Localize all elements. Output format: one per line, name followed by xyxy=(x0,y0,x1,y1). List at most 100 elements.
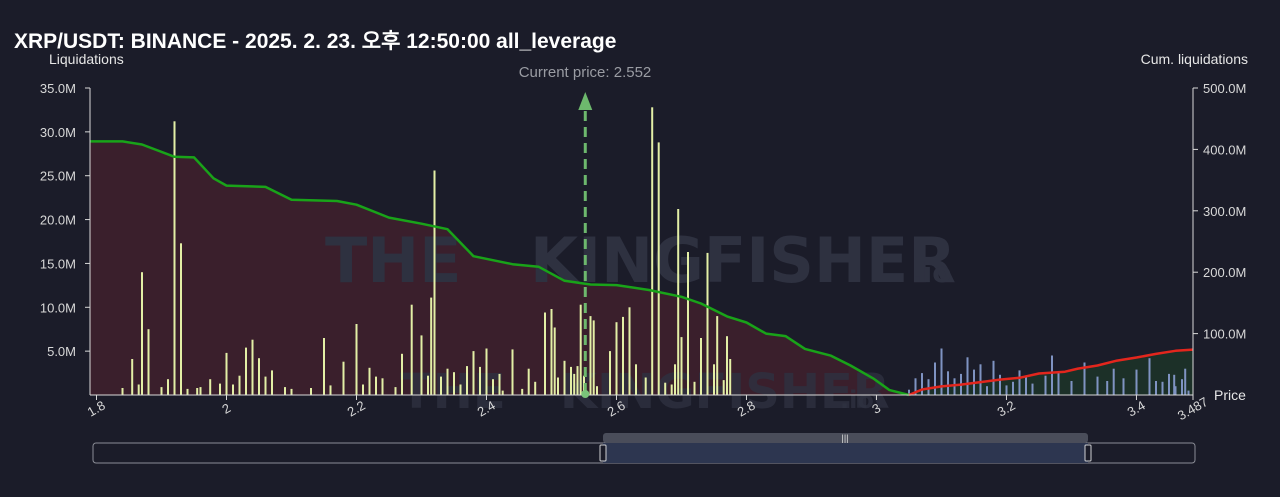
long-liquidation-bar xyxy=(225,352,228,395)
short-liquidation-bar xyxy=(1057,371,1060,395)
short-liquidation-bar xyxy=(1051,355,1053,395)
long-liquidation-bar xyxy=(446,368,449,395)
range-navigator[interactable]: ||| xyxy=(92,433,1196,464)
right-tick-label: 500.0M xyxy=(1203,81,1246,96)
short-liquidation-bar xyxy=(934,362,936,395)
current-price-marker: Current price: 2.552 xyxy=(519,64,652,398)
axes xyxy=(89,88,1194,396)
long-liquidation-bar xyxy=(121,388,124,395)
navigator-scrollbar[interactable] xyxy=(603,433,1088,443)
long-liquidation-bar xyxy=(433,170,436,395)
short-liquidation-bar xyxy=(927,379,930,395)
watermark-io-2: .io xyxy=(840,386,874,414)
long-liquidation-bar xyxy=(644,377,647,395)
long-liquidation-bar xyxy=(713,364,715,395)
long-liquidation-bar xyxy=(511,349,514,395)
long-liquidation-bar xyxy=(693,381,696,395)
long-liquidation-bar xyxy=(628,307,631,395)
current-price-dot xyxy=(581,390,590,398)
x-tick-label: 1.8 xyxy=(85,398,108,420)
long-liquidation-bar xyxy=(427,375,429,395)
long-liquidation-bar xyxy=(557,377,559,395)
navigator-grip-icon[interactable]: ||| xyxy=(841,433,848,443)
long-liquidation-bar xyxy=(271,370,273,395)
short-liquidation-bar xyxy=(1184,368,1187,395)
short-liquidation-bar xyxy=(986,386,988,395)
long-liquidation-bar xyxy=(394,387,397,395)
long-liquidation-bar xyxy=(726,336,728,395)
short-liquidation-bar xyxy=(1161,381,1164,395)
long-liquidation-bar xyxy=(430,297,433,395)
long-liquidation-bar xyxy=(615,322,618,395)
short-liquidation-bar xyxy=(999,374,1001,395)
long-liquidation-bar xyxy=(651,107,654,396)
long-liquidation-bar xyxy=(570,366,572,395)
long-liquidation-bar xyxy=(553,327,556,395)
long-liquidation-bar xyxy=(550,309,553,395)
long-cumulative-line xyxy=(90,140,910,397)
long-liquidation-bar xyxy=(420,335,423,395)
long-liquidation-bar xyxy=(209,379,212,395)
long-liquidation-bar xyxy=(290,388,293,395)
long-liquidation-bar xyxy=(664,382,667,395)
left-tick-label: 25.0M xyxy=(40,169,76,184)
left-tick-label: 10.0M xyxy=(40,300,76,315)
right-axis-ticks: 100.0M 200.0M 300.0M 400.0M 500.0M xyxy=(1193,81,1246,342)
short-liquidation-bar xyxy=(1044,375,1047,395)
navigator-right-handle[interactable] xyxy=(1084,444,1092,462)
long-liquidation-bar xyxy=(232,384,234,395)
short-liquidation-bar xyxy=(1148,358,1151,395)
short-liquidation-bar xyxy=(1070,381,1073,395)
short-liquidation-bar xyxy=(940,348,943,395)
long-liquidation-bar xyxy=(596,386,598,395)
long-liquidation-bar xyxy=(716,316,719,395)
long-liquidation-bar xyxy=(722,380,725,395)
long-liquidation-bar xyxy=(579,304,582,395)
long-liquidation-bar xyxy=(472,351,475,395)
long-liquidation-bar xyxy=(251,339,254,395)
long-liquidation-bar xyxy=(284,387,286,395)
liquidation-bars xyxy=(121,107,1190,396)
long-liquidation-bar xyxy=(527,368,530,395)
long-liquidation-bar xyxy=(576,366,579,395)
left-tick-label: 30.0M xyxy=(40,125,76,140)
right-axis-label: Cum. liquidations xyxy=(1141,51,1248,67)
left-tick-label: 35.0M xyxy=(40,81,76,96)
short-cumulative-line xyxy=(908,348,1194,397)
long-liquidation-bar xyxy=(362,384,364,395)
long-liquidation-bar xyxy=(199,387,202,395)
navigator-selection[interactable] xyxy=(603,443,1088,463)
short-liquidation-bar xyxy=(921,373,923,395)
long-liquidation-bar xyxy=(492,379,494,395)
long-liquidation-bar xyxy=(573,373,576,395)
short-liquidation-bar xyxy=(992,360,995,395)
long-liquidation-bar xyxy=(196,388,199,395)
long-liquidation-bar xyxy=(466,366,468,395)
long-liquidation-bar xyxy=(141,272,143,395)
navigator-left-handle[interactable] xyxy=(599,444,607,462)
long-liquidation-bar xyxy=(160,387,163,395)
right-tick-label: 100.0M xyxy=(1203,327,1246,342)
long-liquidation-bar xyxy=(670,384,673,395)
short-liquidation-bar xyxy=(1106,381,1109,395)
current-price-label: Current price: 2.552 xyxy=(519,64,652,81)
short-liquidation-bar xyxy=(1122,378,1125,395)
long-liquidation-bar xyxy=(521,388,524,395)
long-liquidation-bar xyxy=(706,252,709,395)
short-liquidation-bar xyxy=(966,357,969,395)
short-liquidation-bar xyxy=(1187,390,1190,395)
long-liquidation-bar xyxy=(544,312,546,395)
short-liquidation-bar xyxy=(1012,381,1014,395)
long-liquidation-bar xyxy=(687,252,689,395)
long-liquidation-bar xyxy=(534,381,537,395)
short-liquidation-bar xyxy=(1031,383,1034,395)
long-liquidation-bar xyxy=(589,316,592,395)
long-liquidation-bar xyxy=(219,383,221,395)
short-liquidation-bar xyxy=(1025,376,1027,395)
long-liquidation-bar xyxy=(485,348,488,395)
short-liquidation-bar xyxy=(979,364,982,395)
long-liquidation-bar xyxy=(131,359,134,395)
left-axis-ticks: 5.0M 10.0M 15.0M 20.0M 25.0M 30.0M 35.0M xyxy=(40,81,90,359)
